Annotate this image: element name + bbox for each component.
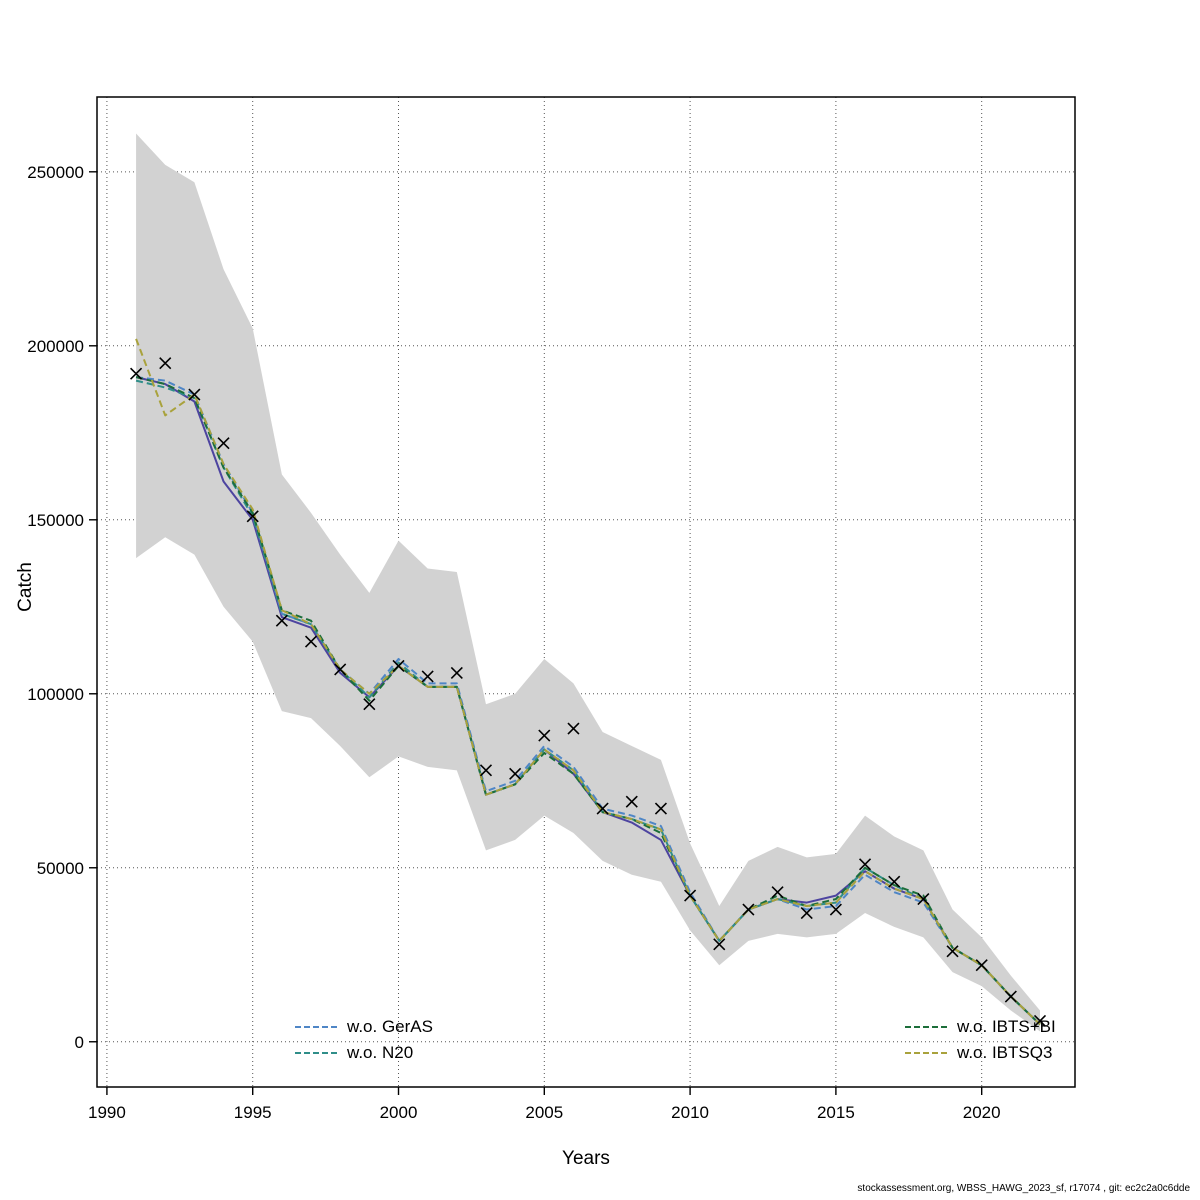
y-tick-label: 150000: [27, 511, 84, 530]
legend-left: w.o. GerAS w.o. N20: [295, 1014, 433, 1066]
x-axis-title: Years: [562, 1148, 610, 1169]
x-tick-label: 1995: [234, 1103, 272, 1122]
attribution-text: stockassessment.org, WBSS_HAWG_2023_sf, …: [857, 1183, 1190, 1194]
x-tick-label: 2005: [525, 1103, 563, 1122]
legend-label-ibtsq3: w.o. IBTSQ3: [957, 1043, 1053, 1062]
legend-label-geras: w.o. GerAS: [347, 1017, 433, 1036]
legend-label-n20: w.o. N20: [347, 1043, 414, 1062]
x-tick-label: 2010: [671, 1103, 709, 1122]
x-tick-label: 2020: [963, 1103, 1001, 1122]
legend-line-sample-ibtsbi: [905, 1026, 947, 1028]
legend-line-sample-ibtsq3: [905, 1052, 947, 1054]
y-tick-label: 50000: [37, 859, 84, 878]
legend-right: w.o. IBTS+BI w.o. IBTSQ3: [905, 1014, 1090, 1066]
plot-border: [96, 96, 1076, 1088]
legend-entry-ibtsq3: w.o. IBTSQ3: [905, 1040, 1090, 1066]
series-line-w-o-geras: [135, 376, 1041, 1026]
legend-entry-n20: w.o. N20: [295, 1040, 433, 1066]
legend-entry-ibtsbi: w.o. IBTS+BI: [905, 1014, 1090, 1040]
legend-line-sample-n20: [295, 1052, 337, 1054]
x-tick-label: 2015: [817, 1103, 855, 1122]
x-tick-label: 2000: [380, 1103, 418, 1122]
y-tick-label: 250000: [27, 163, 84, 182]
y-axis-title: Catch: [15, 562, 36, 612]
y-tick-label: 200000: [27, 337, 84, 356]
y-tick-label: 100000: [27, 685, 84, 704]
observation-markers: [130, 357, 1047, 1027]
y-tick-label: 0: [75, 1033, 84, 1052]
legend-line-sample-geras: [295, 1026, 337, 1028]
x-tick-label: 1990: [88, 1103, 126, 1122]
legend-entry-geras: w.o. GerAS: [295, 1014, 433, 1040]
legend-label-ibtsbi: w.o. IBTS+BI: [957, 1017, 1056, 1036]
